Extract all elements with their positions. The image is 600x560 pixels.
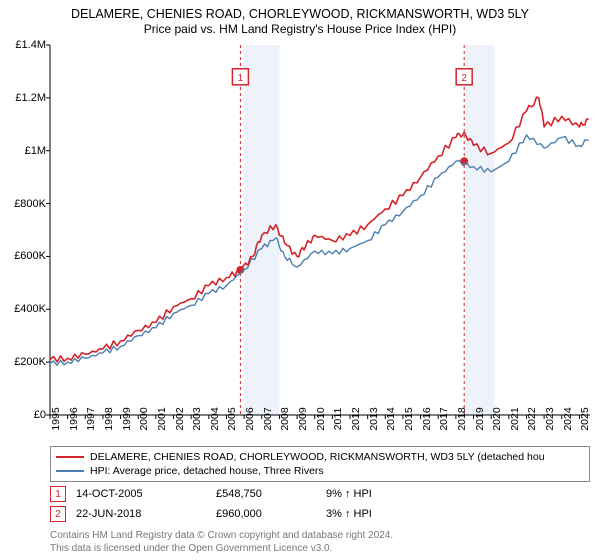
x-tick-label: 2000: [138, 407, 150, 430]
x-tick-label: 2002: [174, 407, 186, 430]
transaction-delta: 3% ↑ HPI: [326, 508, 426, 520]
y-tick-label: £0: [34, 409, 46, 421]
x-tick-label: 2017: [438, 407, 450, 430]
x-tick-label: 2024: [562, 407, 574, 430]
transaction-date: 22-JUN-2018: [76, 508, 206, 520]
title-block: DELAMERE, CHENIES ROAD, CHORLEYWOOD, RIC…: [0, 0, 600, 38]
x-tick-label: 1996: [68, 407, 80, 430]
legend-label: HPI: Average price, detached house, Thre…: [90, 464, 324, 478]
x-tick-label: 2010: [315, 407, 327, 430]
x-tick-label: 2014: [385, 407, 397, 430]
legend-item: HPI: Average price, detached house, Thre…: [56, 464, 584, 478]
legend-label: DELAMERE, CHENIES ROAD, CHORLEYWOOD, RIC…: [90, 450, 545, 464]
legend-swatch: [56, 470, 84, 472]
x-tick-label: 2011: [332, 408, 344, 431]
x-tick-label: 2007: [262, 407, 274, 430]
x-tick-label: 2020: [491, 407, 503, 430]
y-tick-label: £1.4M: [15, 39, 46, 51]
chart-title-address: DELAMERE, CHENIES ROAD, CHORLEYWOOD, RIC…: [0, 6, 600, 22]
y-tick-label: £1.2M: [15, 92, 46, 104]
y-tick-label: £400K: [14, 303, 46, 315]
x-tick-label: 2019: [474, 407, 486, 430]
marker-badge: 1: [50, 486, 66, 502]
x-tick-label: 2023: [544, 407, 556, 430]
x-tick-label: 2004: [209, 407, 221, 430]
x-tick-label: 2013: [368, 407, 380, 430]
y-tick-label: £600K: [14, 250, 46, 262]
x-tick-label: 2005: [226, 407, 238, 430]
transaction-row: 1 14-OCT-2005 £548,750 9% ↑ HPI: [50, 484, 590, 504]
y-tick-label: £1M: [25, 145, 46, 157]
chart-container: DELAMERE, CHENIES ROAD, CHORLEYWOOD, RIC…: [0, 0, 600, 560]
transaction-price: £960,000: [216, 508, 316, 520]
legend-item: DELAMERE, CHENIES ROAD, CHORLEYWOOD, RIC…: [56, 450, 584, 464]
svg-text:2: 2: [461, 73, 467, 84]
x-tick-label: 2009: [297, 407, 309, 430]
footer-line: Contains HM Land Registry data © Crown c…: [50, 530, 590, 543]
x-tick-label: 2006: [244, 407, 256, 430]
transaction-row: 2 22-JUN-2018 £960,000 3% ↑ HPI: [50, 504, 590, 524]
x-tick-label: 2025: [579, 407, 591, 430]
x-tick-label: 2016: [421, 407, 433, 430]
line-chart-svg: 12: [50, 45, 590, 415]
x-tick-label: 2001: [156, 407, 168, 430]
x-tick-label: 2003: [191, 407, 203, 430]
y-tick-label: £200K: [14, 356, 46, 368]
x-tick-label: 1995: [50, 407, 62, 430]
transaction-date: 14-OCT-2005: [76, 488, 206, 500]
transaction-delta: 9% ↑ HPI: [326, 488, 426, 500]
attribution-footer: Contains HM Land Registry data © Crown c…: [50, 530, 590, 555]
x-tick-label: 2021: [509, 407, 521, 430]
x-tick-label: 2018: [456, 407, 468, 430]
chart-subtitle: Price paid vs. HM Land Registry's House …: [0, 22, 600, 38]
chart-area: 12 £0£200K£400K£600K£800K£1M£1.2M£1.4M19…: [50, 45, 590, 415]
transaction-price: £548,750: [216, 488, 316, 500]
x-tick-label: 2022: [526, 407, 538, 430]
x-tick-label: 1998: [103, 407, 115, 430]
x-tick-label: 2012: [350, 407, 362, 430]
x-tick-label: 1997: [85, 407, 97, 430]
marker-badge: 2: [50, 506, 66, 522]
x-tick-label: 2015: [403, 407, 415, 430]
transactions-table: 1 14-OCT-2005 £548,750 9% ↑ HPI 2 22-JUN…: [50, 484, 590, 524]
legend-swatch: [56, 456, 84, 458]
x-tick-label: 1999: [121, 407, 133, 430]
svg-text:1: 1: [238, 73, 244, 84]
x-tick-label: 2008: [279, 407, 291, 430]
footer-line: This data is licensed under the Open Gov…: [50, 543, 590, 556]
y-tick-label: £800K: [14, 198, 46, 210]
legend: DELAMERE, CHENIES ROAD, CHORLEYWOOD, RIC…: [50, 446, 590, 482]
